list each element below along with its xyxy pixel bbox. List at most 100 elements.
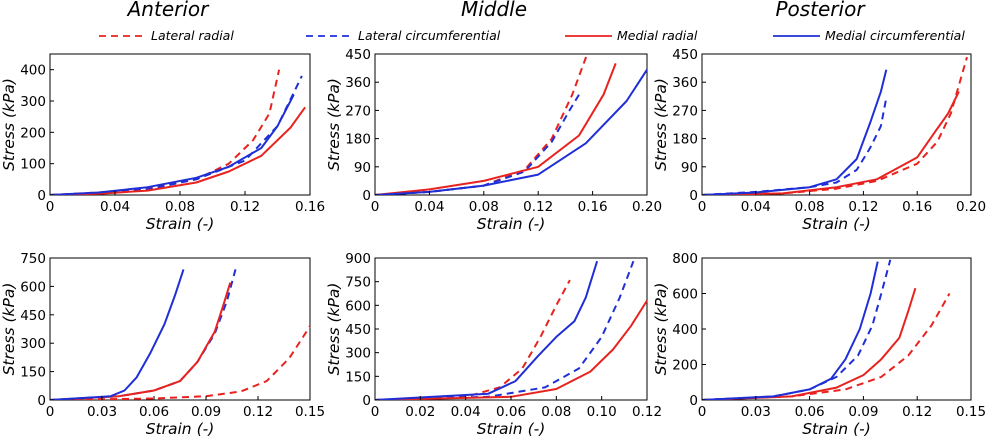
legend: Lateral radial Lateral circumferential M… <box>99 28 965 43</box>
chart-3-xlabel: Strain (-) <box>146 420 215 438</box>
chart-panels: 0 0.04 0.08 0.12 0.16 0 100 200 300 400 Strain (-)… <box>0 47 986 438</box>
chart-3-ytick-label: 750 <box>20 251 46 267</box>
chart-0-series-medial-circumferential <box>50 94 295 195</box>
chart-0-xtick-label: 0.12 <box>230 199 260 215</box>
legend-label-medial-radial: Medial radial <box>617 28 698 43</box>
column-title-anterior: Anterior <box>126 0 211 21</box>
chart-5: 0 0.03 0.06 0.09 0.12 0.15 0 200 400 600 800 Strain… <box>652 251 986 438</box>
chart-1-ytick-label: 450 <box>345 47 371 63</box>
chart-5-xtick-label: 0.15 <box>956 404 986 420</box>
chart-0-series-medial-radial <box>50 106 306 195</box>
chart-5-xtick-label: 0.06 <box>795 404 825 420</box>
chart-1-xtick-label: 0.16 <box>578 199 608 215</box>
chart-3-series-lateral-circumferential <box>50 269 237 400</box>
chart-1-xtick-label: 0.12 <box>523 199 553 215</box>
chart-1-series-lateral-circumferential <box>375 94 580 195</box>
chart-3-ylabel: Stress (kPa) <box>0 283 18 376</box>
chart-5-ytick-label: 600 <box>672 287 698 303</box>
chart-2-xtick-label: 0.16 <box>902 199 932 215</box>
chart-4-xtick-label: 0.12 <box>632 404 662 420</box>
column-title-middle: Middle <box>461 0 527 21</box>
chart-2-xtick-label: 0.04 <box>741 199 771 215</box>
chart-1-xtick-label: 0 <box>371 199 380 215</box>
chart-3-ytick-label: 0 <box>37 393 46 409</box>
chart-3-ytick-label: 300 <box>20 336 46 352</box>
chart-0-ytick-label: 0 <box>37 188 46 204</box>
chart-3-xtick-label: 0.09 <box>191 404 221 420</box>
chart-3-xtick-label: 0.15 <box>295 404 325 420</box>
chart-1-xtick-label: 0.20 <box>632 199 662 215</box>
chart-5-xlabel: Strain (-) <box>802 420 871 438</box>
chart-1-ytick-label: 0 <box>362 188 371 204</box>
chart-5-ytick-label: 0 <box>689 393 698 409</box>
chart-2-ytick-label: 450 <box>672 47 698 63</box>
chart-2-ytick-label: 0 <box>689 188 698 204</box>
chart-5-series-lateral-circumferential <box>702 259 892 400</box>
chart-0-xtick-label: 0 <box>46 199 55 215</box>
chart-5-xtick-label: 0 <box>698 404 707 420</box>
chart-0: 0 0.04 0.08 0.12 0.16 0 100 200 300 400 Strain (-)… <box>0 53 325 233</box>
chart-2-ytick-label: 360 <box>672 75 698 91</box>
chart-3-series-medial-radial <box>50 282 232 400</box>
legend-label-lateral-radial: Lateral radial <box>151 28 234 43</box>
chart-5-xtick-label: 0.12 <box>902 404 932 420</box>
chart-4-xtick-label: 0.02 <box>405 404 435 420</box>
chart-2-ytick-label: 180 <box>672 132 698 148</box>
chart-4-series-medial-radial <box>375 300 648 400</box>
chart-5-series-lateral-radial <box>702 293 951 400</box>
chart-4-xtick-label: 0.10 <box>587 404 617 420</box>
chart-1-xtick-label: 0.04 <box>414 199 444 215</box>
chart-2-series-group <box>702 56 968 195</box>
chart-2-series-medial-circumferential <box>702 69 888 195</box>
chart-5-ytick-label: 800 <box>672 251 698 267</box>
chart-1-ylabel: Stress (kPa) <box>325 78 343 171</box>
chart-4-ytick-label: 450 <box>345 322 371 338</box>
chart-2-xlabel: Strain (-) <box>802 215 871 233</box>
chart-2-xtick-label: 0 <box>698 199 707 215</box>
chart-1-series-lateral-radial <box>375 53 589 195</box>
chart-2: 0 0.04 0.08 0.12 0.16 0.20 0 90 180 270 360 450 Stra… <box>652 47 986 233</box>
chart-1-ytick-label: 270 <box>345 103 371 119</box>
chart-4-xlabel: Strain (-) <box>477 420 546 438</box>
chart-3: 0 0.03 0.06 0.09 0.12 0.150150300450600750Str… <box>0 251 325 438</box>
chart-3-series-medial-circumferential <box>50 269 185 400</box>
legend-label-medial-circumferential: Medial circumferential <box>825 28 965 43</box>
chart-4-series-medial-circumferential <box>375 260 599 400</box>
chart-4-series-lateral-circumferential <box>375 260 635 400</box>
chart-5-series-group <box>702 259 951 400</box>
chart-0-series-group <box>50 69 306 195</box>
chart-4-ytick-label: 0 <box>362 393 371 409</box>
chart-0-xtick-label: 0.04 <box>100 199 130 215</box>
chart-4-xtick-label: 0.08 <box>541 404 571 420</box>
chart-2-series-lateral-circumferential <box>702 97 888 195</box>
chart-3-series-group <box>50 269 311 400</box>
chart-3-xtick-label: 0.12 <box>243 404 273 420</box>
chart-2-ytick-label: 90 <box>681 160 698 176</box>
chart-4-ytick-label: 300 <box>345 346 371 362</box>
chart-3-frame <box>49 257 311 401</box>
chart-4-ytick-label: 750 <box>345 275 371 291</box>
chart-4-series-lateral-radial <box>375 279 571 400</box>
chart-1-frame <box>374 53 648 196</box>
chart-5-ytick-label: 200 <box>672 358 698 374</box>
chart-0-xlabel: Strain (-) <box>146 215 215 233</box>
chart-3-ytick-label: 450 <box>20 308 46 324</box>
chart-2-xtick-label: 0.08 <box>795 199 825 215</box>
chart-5-xtick-label: 0.03 <box>741 404 771 420</box>
chart-5-ylabel: Stress (kPa) <box>652 283 670 376</box>
chart-2-series-lateral-radial <box>702 56 968 195</box>
column-title-posterior: Posterior <box>775 0 866 21</box>
chart-5-ytick-label: 400 <box>672 322 698 338</box>
chart-2-xtick-label: 0.20 <box>956 199 986 215</box>
chart-0-ylabel: Stress (kPa) <box>0 78 18 171</box>
chart-1-xlabel: Strain (-) <box>477 215 546 233</box>
chart-1-ytick-label: 180 <box>345 132 371 148</box>
chart-4-xtick-label: 0.04 <box>451 404 481 420</box>
chart-1-ytick-label: 90 <box>354 160 371 176</box>
chart-2-frame <box>701 53 972 196</box>
chart-0-frame <box>49 53 311 196</box>
chart-5-xtick-label: 0.09 <box>848 404 878 420</box>
chart-4-ytick-label: 600 <box>345 298 371 314</box>
chart-4-ytick-label: 900 <box>345 251 371 267</box>
chart-4-series-group <box>375 260 648 400</box>
